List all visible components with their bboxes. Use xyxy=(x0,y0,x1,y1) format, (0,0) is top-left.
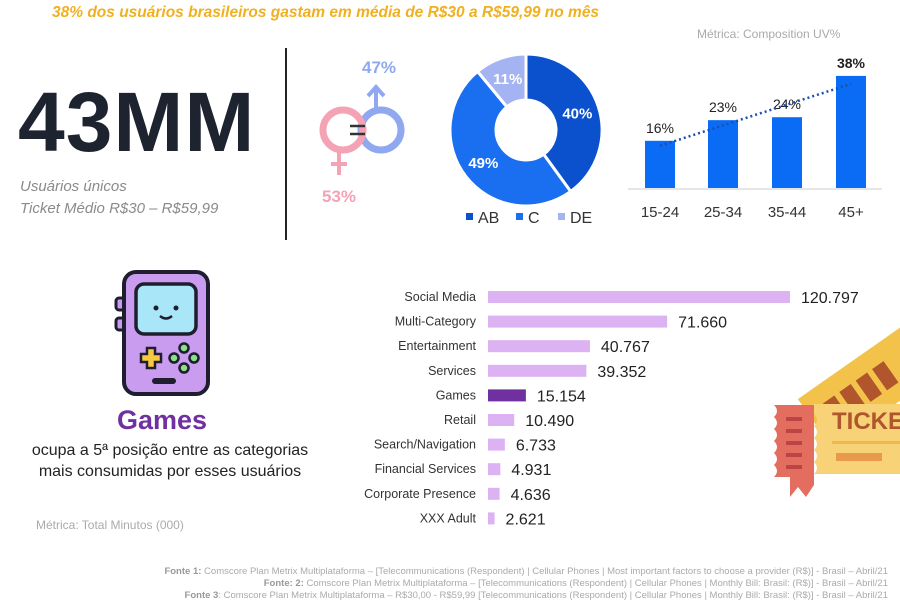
category-value: 4.636 xyxy=(511,487,551,504)
age-bar-label: 38% xyxy=(837,55,866,71)
ticket-icon: TICKET xyxy=(774,325,900,497)
donut-slice-de xyxy=(475,52,528,109)
category-value: 6.733 xyxy=(516,438,556,455)
kpi-value: 43MM xyxy=(18,75,256,169)
category-value: 120.797 xyxy=(801,290,859,307)
games-title: Games xyxy=(117,405,208,435)
category-label: Retail xyxy=(444,413,476,427)
age-bar-chart: 16% 15-24 23% 25-34 24% 35-44 38% 45+ xyxy=(628,55,882,221)
category-value: 10.490 xyxy=(525,413,574,430)
female-symbol-icon xyxy=(319,106,367,175)
category-label: Social Media xyxy=(404,290,476,304)
male-pct: 47% xyxy=(362,58,397,77)
games-description: ocupa a 5ª posição entre as categorias m… xyxy=(31,442,309,480)
age-tick-label: 45+ xyxy=(838,204,864,221)
category-value: 2.621 xyxy=(506,511,546,528)
trendline xyxy=(659,82,852,147)
source-3: Fonte 3: Comscore Plan Metrix Multiplata… xyxy=(184,590,888,601)
metric-label-bottom: Métrica: Total Minutos (000) xyxy=(36,518,184,532)
age-bar-15-24 xyxy=(645,140,675,188)
legend-swatch xyxy=(466,213,473,220)
age-tick-label: 35-44 xyxy=(768,204,806,221)
age-tick-label: 25-34 xyxy=(704,204,742,221)
category-bar xyxy=(488,389,526,402)
category-bar xyxy=(488,340,590,353)
legend-label-c: C xyxy=(528,210,540,227)
kpi-line1: Usuários únicos xyxy=(20,178,127,195)
category-bar xyxy=(488,438,505,451)
category-value: 39.352 xyxy=(597,364,646,381)
category-bar xyxy=(488,315,668,328)
age-bar-45+ xyxy=(836,75,866,188)
category-bar xyxy=(488,364,587,377)
ticket-lettering-front: TICKET xyxy=(832,408,900,435)
gender-symbols-icon xyxy=(319,83,405,175)
age-tick-label: 15-24 xyxy=(641,204,679,221)
headline: 38% dos usuários brasileiros gastam em m… xyxy=(52,4,600,21)
age-bar-label: 23% xyxy=(709,99,737,115)
legend-label-ab: AB xyxy=(478,210,499,227)
female-pct: 53% xyxy=(322,187,357,206)
category-label: Games xyxy=(436,388,476,402)
donut-label: 49% xyxy=(468,155,498,172)
category-value: 15.154 xyxy=(537,388,586,405)
category-value: 40.767 xyxy=(601,339,650,356)
age-bar-25-34 xyxy=(708,120,738,188)
category-value: 4.931 xyxy=(511,462,551,479)
category-label: Services xyxy=(428,364,476,378)
category-bar xyxy=(488,463,501,476)
category-bar-chart: Social Media 120.797 Multi-Category 71.660 E… xyxy=(364,290,859,528)
source-1: Fonte 1: Comscore Plan Metrix Multiplata… xyxy=(164,566,888,577)
category-bar xyxy=(488,487,500,500)
category-label: Financial Services xyxy=(375,462,476,476)
category-value: 71.660 xyxy=(678,315,727,332)
category-bar xyxy=(488,414,515,426)
metric-label-top: Métrica: Composition UV% xyxy=(697,27,841,41)
age-bar-label: 16% xyxy=(646,120,674,136)
category-label: Search/Navigation xyxy=(374,438,476,452)
legend-swatch xyxy=(516,213,523,220)
age-bar-label: 24% xyxy=(773,96,801,112)
category-label: XXX Adult xyxy=(420,511,477,525)
donut-label: 40% xyxy=(562,105,592,122)
donut-slice-c xyxy=(448,69,573,208)
category-label: Corporate Presence xyxy=(364,487,476,501)
male-symbol-icon xyxy=(357,83,405,154)
legend-swatch xyxy=(558,213,565,220)
game-console-icon xyxy=(114,270,210,396)
age-bar-35-44 xyxy=(772,117,802,188)
category-bar xyxy=(488,291,790,303)
category-label: Entertainment xyxy=(398,339,476,353)
donut-label: 11% xyxy=(493,71,522,88)
kpi-line2: Ticket Médio R$30 – R$59,99 xyxy=(20,200,219,217)
divider xyxy=(285,48,287,240)
legend-label-de: DE xyxy=(570,210,592,227)
category-label: Multi-Category xyxy=(395,315,477,329)
category-bar xyxy=(488,512,495,525)
donut-slice-ab xyxy=(524,52,604,194)
source-2: Fonte: 2: Comscore Plan Metrix Multiplat… xyxy=(263,578,888,589)
donut-chart: 40% AB 49% C 11% DE xyxy=(448,52,604,227)
